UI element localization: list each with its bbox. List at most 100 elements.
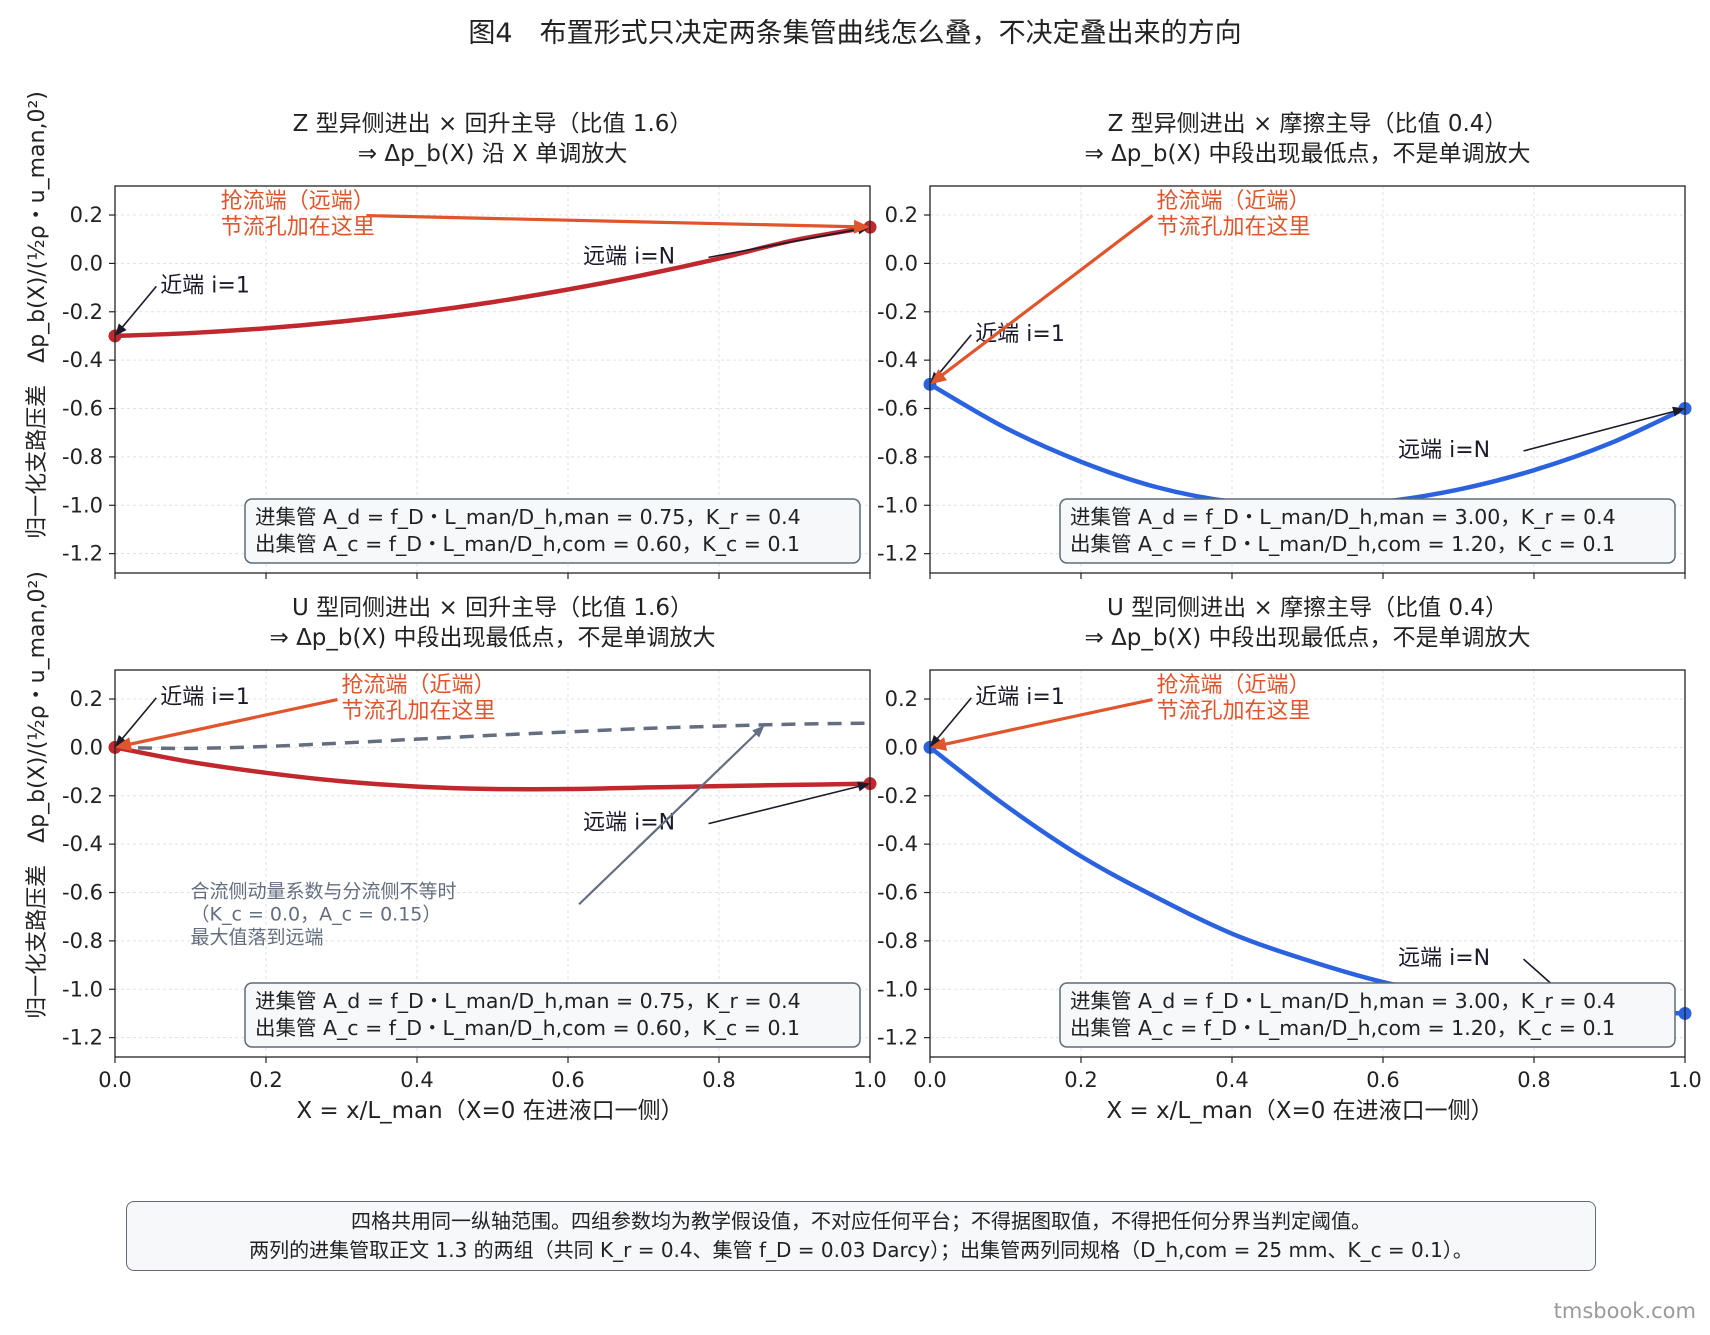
annotation-arrow-head — [115, 734, 127, 748]
y-tick-label: -0.4 — [62, 832, 103, 856]
x-tick-label: 0.2 — [1064, 1068, 1097, 1092]
x-tick-label: 0.6 — [1366, 1068, 1399, 1092]
plot-frame — [114, 669, 871, 1058]
y-tick-label: 0.0 — [70, 251, 103, 275]
y-tick-label: -0.6 — [62, 881, 103, 905]
annotation-arrow-head — [853, 219, 870, 234]
parameter-text: 进集管 A_d = f_D・L_man/D_h,man = 0.75，K_r =… — [255, 989, 801, 1014]
y-tick-label: -0.8 — [62, 445, 103, 469]
y-axis-label-bottom: 归一化支路压差 Δp_b(X)/(½ρ・u_man,0²) — [25, 571, 50, 1019]
annotation-text: 抢流端（近端） — [1157, 189, 1311, 214]
annotation-text: 节流孔加在这里 — [221, 215, 375, 240]
chart-panel-4: U 型同侧进出 × 摩擦主导（比值 0.4） ⇒ Δp_b(X) 中段出现最低点，… — [877, 595, 1702, 1092]
annotation-arrow-head — [930, 737, 948, 751]
x-tick-label: 0.6 — [551, 1068, 584, 1092]
y-tick-label: 0.2 — [70, 687, 103, 711]
x-tick-label: 0.2 — [249, 1068, 282, 1092]
chart-panel-2: Z 型异侧进出 × 摩擦主导（比值 0.4） ⇒ Δp_b(X) 中段出现最低点，… — [877, 111, 1692, 579]
annotation-text: 近端 i=1 — [160, 685, 250, 710]
annotation-arrow-head — [930, 734, 942, 748]
y-tick-label: -1.0 — [877, 493, 918, 517]
annotation-text: 抢流端（近端） — [342, 673, 496, 698]
panel-subtitle: ⇒ Δp_b(X) 中段出现最低点，不是单调放大 — [1084, 141, 1530, 167]
annotation-text: 远端 i=N — [1398, 946, 1490, 971]
y-tick-label: -1.2 — [62, 1026, 103, 1050]
y-tick-label: -0.2 — [62, 784, 103, 808]
x-tick-label: 1.0 — [1668, 1068, 1701, 1092]
y-tick-label: -0.2 — [877, 300, 918, 324]
x-tick-label: 0.4 — [400, 1068, 433, 1092]
footnote-box: 四格共用同一纵轴范围。四组参数均为教学假设值，不对应任何平台；不得据图取值，不得… — [126, 1201, 1596, 1271]
parameter-box — [1059, 982, 1676, 1048]
annotation-text: 远端 i=N — [583, 811, 675, 836]
parameter-text: 进集管 A_d = f_D・L_man/D_h,man = 3.00，K_r =… — [1070, 989, 1616, 1014]
y-tick-label: -0.6 — [877, 397, 918, 421]
y-tick-label: 0.2 — [885, 203, 918, 227]
x-tick-label: 0.8 — [1517, 1068, 1550, 1092]
series-line-1 — [112, 224, 873, 339]
annotation-text: （K_c = 0.0，A_c = 0.15） — [191, 903, 442, 925]
y-tick-label: -0.2 — [62, 300, 103, 324]
y-tick-label: -0.2 — [877, 784, 918, 808]
figure-title: 图4 布置形式只决定两条集管曲线怎么叠，不决定叠出来的方向 — [468, 18, 1241, 49]
plot-frame — [929, 669, 1686, 1058]
x-axis-label-left: X = x/L_man（X=0 在进液口一侧） — [296, 1098, 683, 1124]
y-tick-label: -1.2 — [62, 542, 103, 566]
annotation-text: 节流孔加在这里 — [1157, 699, 1311, 724]
annotation-text: 节流孔加在这里 — [342, 699, 496, 724]
annotation-text: 最大值落到远端 — [191, 926, 324, 948]
annotation-arrow-line — [933, 334, 972, 380]
y-tick-label: 0.0 — [885, 251, 918, 275]
y-tick-label: -1.0 — [62, 977, 103, 1001]
x-axis-label-right: X = x/L_man（X=0 在进液口一侧） — [1106, 1098, 1493, 1124]
parameter-box — [244, 498, 861, 564]
y-tick-label: 0.2 — [70, 203, 103, 227]
parameter-text: 出集管 A_c = f_D・L_man/D_h,com = 1.20，K_c =… — [1070, 532, 1615, 557]
annotation-text: 远端 i=N — [1398, 438, 1490, 463]
y-tick-label: -0.6 — [62, 397, 103, 421]
series-line-1 — [927, 745, 1688, 1016]
y-tick-label: -0.4 — [62, 348, 103, 372]
plot-frame — [114, 185, 871, 574]
annotation-text: 抢流端（近端） — [1157, 673, 1311, 698]
annotation-arrow-line — [939, 698, 1153, 747]
x-tick-label: 1.0 — [853, 1068, 886, 1092]
x-tick-label: 0.0 — [98, 1068, 131, 1092]
y-tick-label: -0.8 — [877, 929, 918, 953]
panel-title: U 型同侧进出 × 回升主导（比值 1.6） — [292, 595, 693, 621]
series-line-1 — [112, 745, 873, 792]
annotation-text: 近端 i=1 — [975, 322, 1065, 347]
x-tick-label: 0.0 — [913, 1068, 946, 1092]
annotation-text: 抢流端（远端） — [221, 189, 375, 214]
panel-title: Z 型异侧进出 × 摩擦主导（比值 0.4） — [1108, 111, 1508, 137]
panel-subtitle: ⇒ Δp_b(X) 中段出现最低点，不是单调放大 — [269, 625, 715, 651]
annotation-arrow-line — [118, 697, 157, 743]
y-tick-label: 0.0 — [885, 735, 918, 759]
y-tick-label: -0.6 — [877, 881, 918, 905]
y-tick-label: -0.4 — [877, 348, 918, 372]
annotation-text: 近端 i=1 — [160, 273, 250, 298]
x-tick-label: 0.4 — [1215, 1068, 1248, 1092]
y-tick-label: 0.2 — [885, 687, 918, 711]
annotation-arrow-line — [366, 213, 861, 229]
annotation-arrow-line — [708, 784, 864, 825]
y-tick-label: -1.0 — [877, 977, 918, 1001]
panel-title: U 型同侧进出 × 摩擦主导（比值 0.4） — [1107, 595, 1508, 621]
annotation-arrow-head — [115, 737, 133, 751]
annotation-arrow-line — [933, 697, 972, 743]
annotation-arrow-line — [1523, 409, 1679, 452]
y-tick-label: -0.4 — [877, 832, 918, 856]
y-tick-label: -1.0 — [62, 493, 103, 517]
series-line-1 — [927, 382, 1688, 508]
chart-panels: Z 型异侧进出 × 回升主导（比值 1.6） ⇒ Δp_b(X) 沿 X 单调放大… — [62, 111, 1702, 1092]
plot-frame — [929, 185, 1686, 574]
annotation-arrow-head — [930, 369, 947, 385]
annotation-arrow-head — [857, 781, 870, 792]
parameter-box — [1059, 498, 1676, 564]
footnote-line-2: 两列的进集管取正文 1.3 的两组（共同 K_r = 0.4、集管 f_D = … — [249, 1238, 1473, 1262]
annotation-arrow-line — [118, 285, 157, 331]
annotation-arrow-head — [1672, 406, 1685, 417]
parameter-text: 进集管 A_d = f_D・L_man/D_h,man = 3.00，K_r =… — [1070, 505, 1616, 530]
y-axis-label-top: 归一化支路压差 Δp_b(X)/(½ρ・u_man,0²) — [25, 91, 50, 539]
